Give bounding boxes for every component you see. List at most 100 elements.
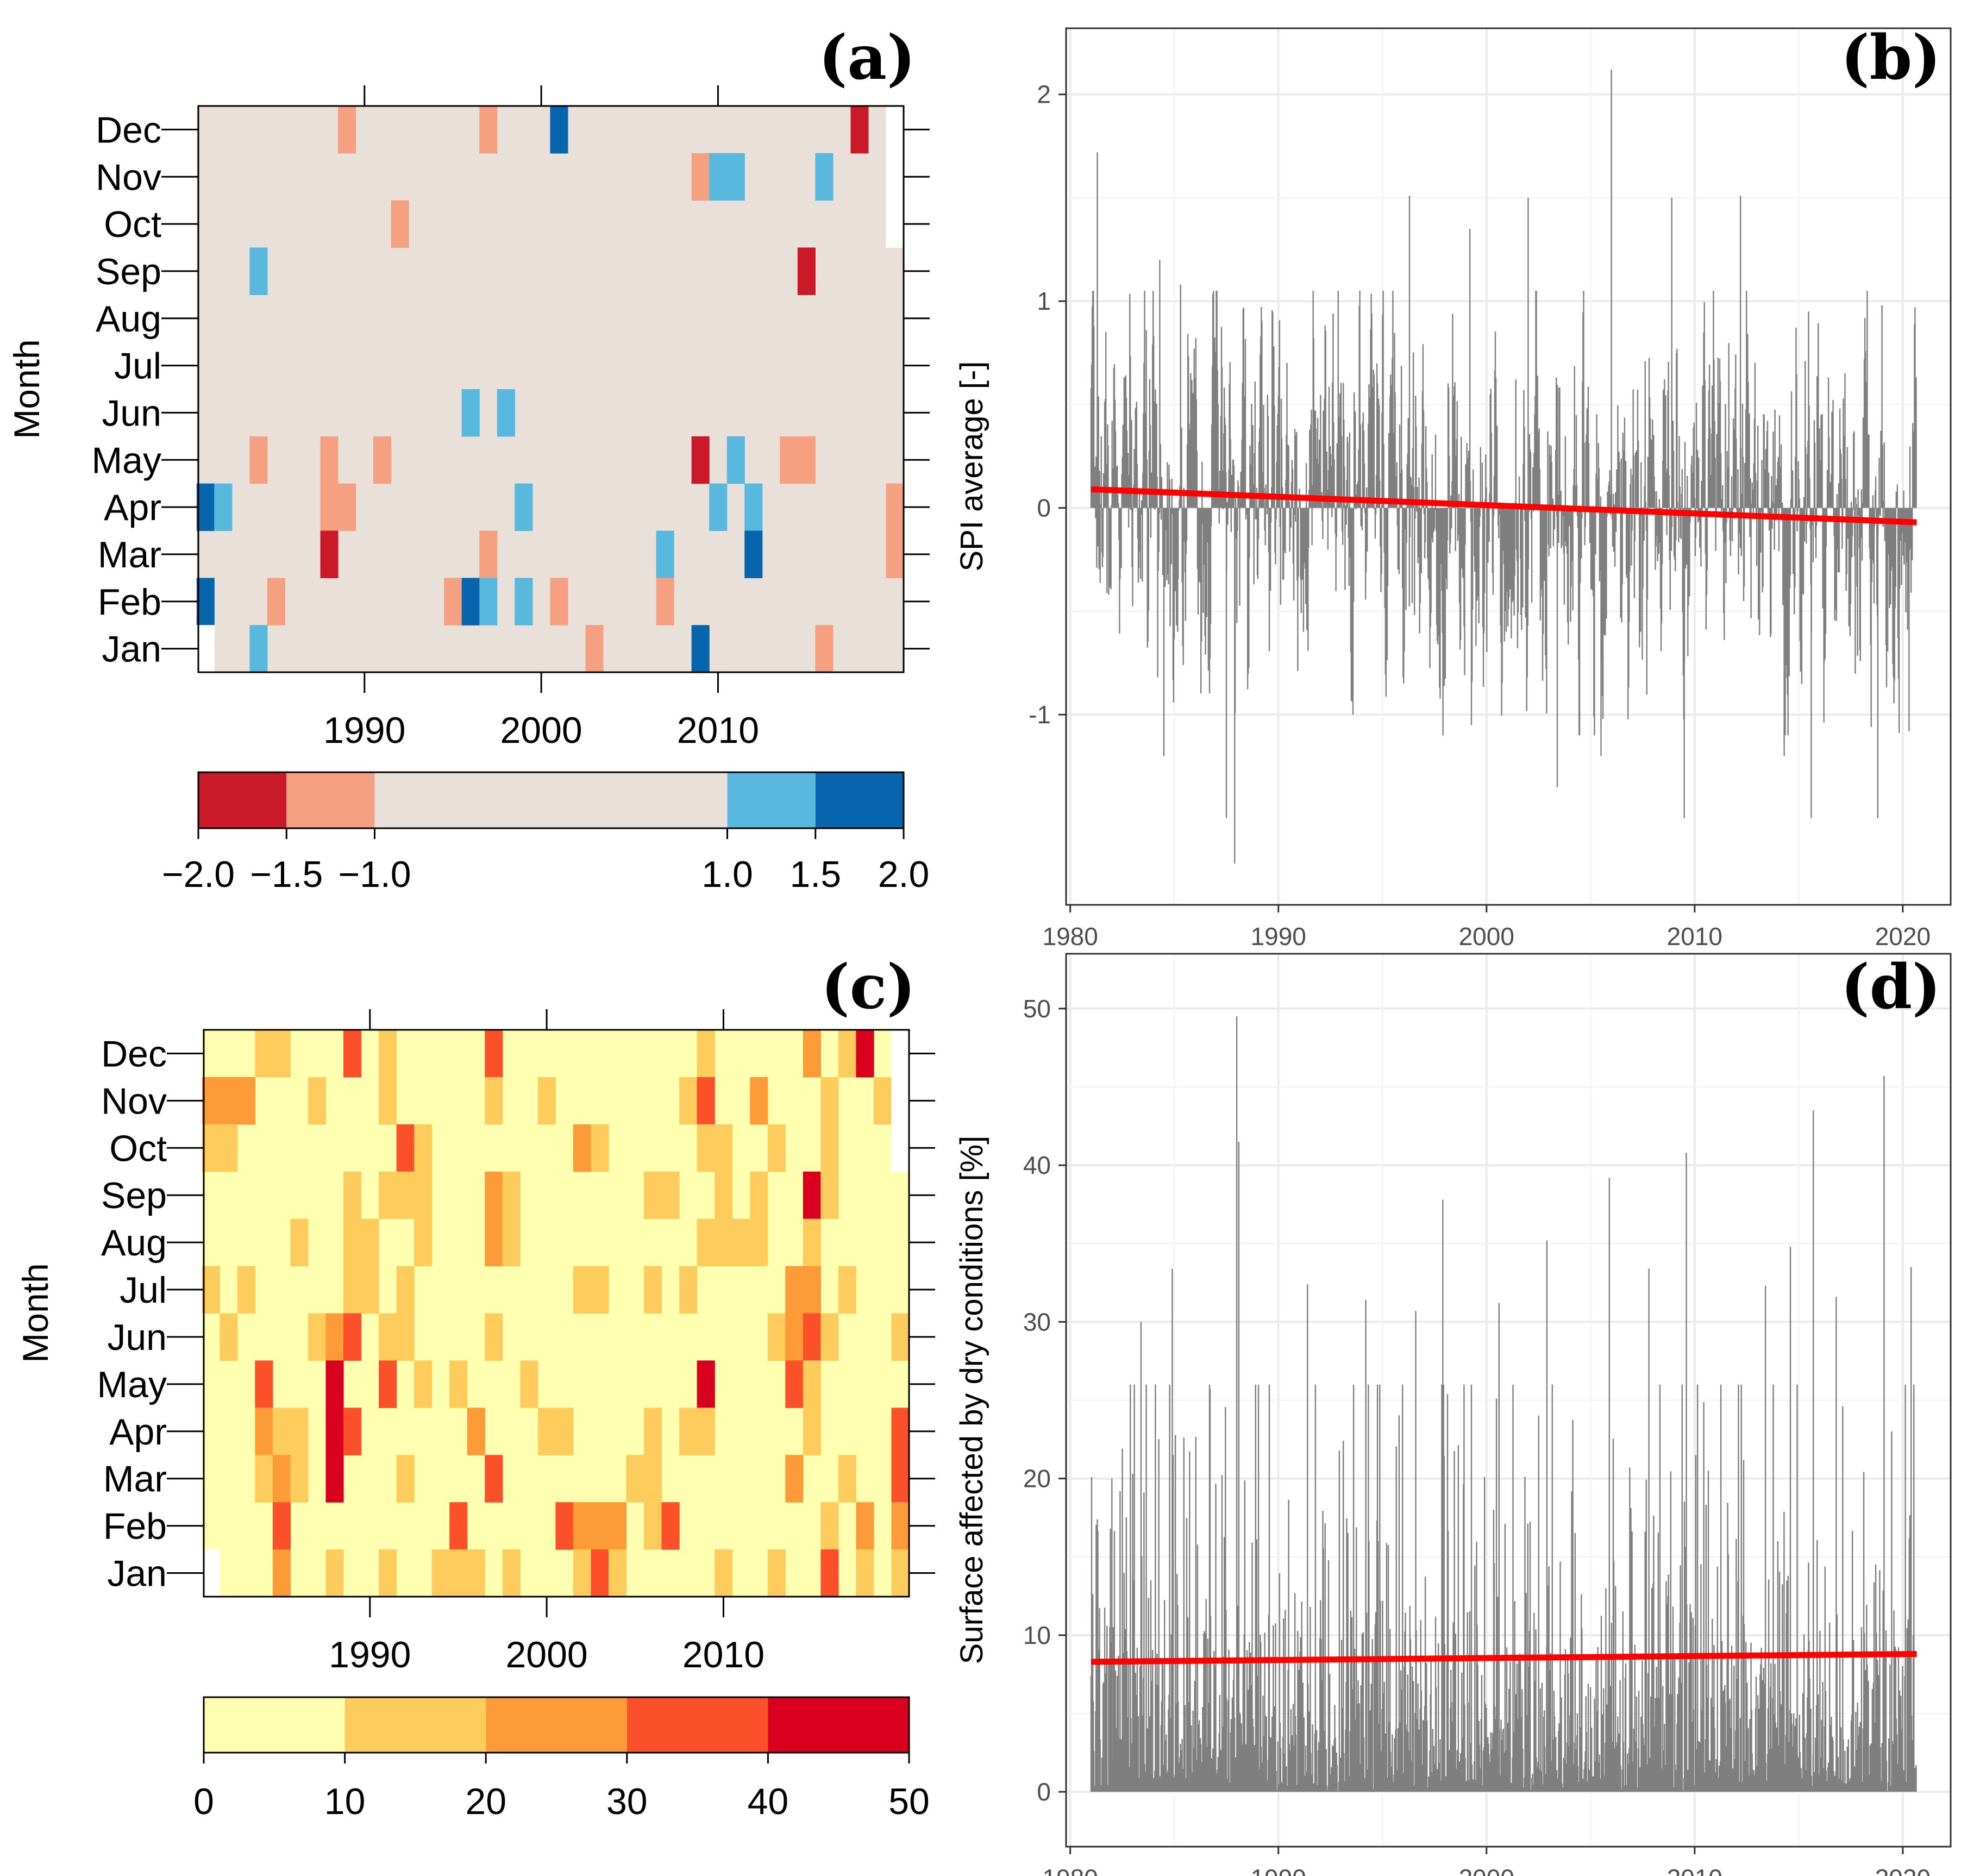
heatmap-cell-2017-mar (838, 1455, 857, 1503)
legend-tick-label: 0 (193, 1781, 214, 1822)
x-tick-label-2000: 2000 (500, 710, 582, 751)
heatmap-cell-1988-apr (325, 1408, 344, 1455)
heatmap-cell-2012-nov (750, 1077, 768, 1125)
panel-b-y-axis-label: SPI average [-] (954, 361, 989, 572)
legend-color-box-1 (344, 1697, 486, 1753)
heatmap-cell-1991-may (373, 436, 392, 484)
legend-color-box-3 (626, 1697, 768, 1753)
heatmap-cell-1989-dec (343, 1030, 362, 1078)
heatmap-cell-1982-jun (220, 1313, 238, 1361)
x-tick-label-2010: 2010 (677, 710, 759, 751)
heatmap-cell-2010-nov (709, 153, 728, 201)
y-tick-label-jun: Jun (107, 1317, 167, 1358)
panel-a-plot-frame (197, 105, 905, 673)
heatmap-cell-2016-jan (820, 1549, 839, 1597)
heatmap-cell-2001-feb (555, 1502, 574, 1550)
heatmap-cell-2008-apr (679, 1408, 698, 1455)
heatmap-cell-1984-sep (249, 247, 268, 295)
heatmap-cell-2007-sep (661, 1171, 680, 1220)
panel-b-trend-line (1091, 486, 1917, 526)
x-tick-label-1990: 1990 (323, 710, 405, 751)
panel-d-plot-frame (1065, 953, 1952, 1848)
heatmap-cell-2010-aug (715, 1218, 733, 1267)
y-tick-label-20: 20 (1023, 1465, 1051, 1493)
heatmap-cell-2016-jun (820, 1313, 839, 1361)
panel-a-spi-heatmap: Jan Feb Mar Apr May Jun Jul Aug Sep Oct Nov Dec 1990… (7, 22, 930, 895)
heatmap-cell-1997-feb (479, 578, 498, 626)
y-tick-label-apr: Apr (109, 1411, 167, 1453)
heatmap-cell-2020-jun (891, 1313, 910, 1361)
legend-tick-label: −1.0 (338, 854, 411, 895)
heatmap-cell-1998-jun (497, 389, 515, 437)
heatmap-cell-1999-apr (515, 483, 533, 531)
heatmap-cell-2009-may (697, 1360, 715, 1408)
x-tick-label-1980: 1980 (1042, 922, 1098, 950)
heatmap-cell-2000-apr (537, 1408, 556, 1455)
heatmap-cell-1996-feb (461, 578, 480, 626)
legend-tick-label: 40 (748, 1781, 789, 1822)
heatmap-cell-1982-oct (220, 1124, 238, 1172)
heatmap-cell-1996-jan (467, 1549, 485, 1597)
heatmap-cell-2002-jan (573, 1549, 592, 1597)
heatmap-cell-2011-may (726, 436, 745, 484)
heatmap-cell-2014-may (780, 436, 798, 484)
heatmap-cell-1993-sep (414, 1171, 433, 1220)
heatmap-cell-1987-jun (308, 1313, 327, 1361)
x-tick-label-1990: 1990 (329, 1634, 411, 1675)
heatmap-cell-1991-nov (379, 1077, 397, 1125)
heatmap-cell-2010-apr (709, 483, 728, 531)
panel-c-heatmap-cells (202, 1030, 910, 1597)
heatmap-cell-2006-apr (644, 1408, 662, 1455)
y-tick-label-sep: Sep (96, 251, 161, 292)
y-tick-label-nov: Nov (96, 157, 161, 198)
y-tick-label-jun: Jun (102, 392, 161, 434)
legend-color-box-1 (286, 772, 375, 828)
heatmap-cell-1984-jan (249, 625, 268, 673)
heatmap-cell-2015-may (797, 436, 816, 484)
panel-c-color-legend: 0 10 20 30 40 50 (193, 1696, 930, 1822)
y-tick-label--1: -1 (1029, 701, 1051, 729)
heatmap-cell-1991-dec (379, 1030, 397, 1078)
heatmap-cell-1982-apr (214, 483, 233, 531)
heatmap-missing-cell (891, 1030, 910, 1078)
heatmap-missing-cell (891, 1124, 910, 1172)
heatmap-cell-1988-mar (325, 1455, 344, 1503)
panel-d-label: (d) (1841, 952, 1941, 1023)
panel-a-label: (a) (818, 22, 916, 93)
heatmap-cell-1981-feb (196, 578, 215, 626)
heatmap-cell-2014-jun (785, 1313, 804, 1361)
heatmap-cell-1985-feb (272, 1502, 291, 1550)
heatmap-cell-1990-jul (361, 1266, 379, 1314)
heatmap-cell-2015-sep (797, 247, 816, 295)
y-tick-label-oct: Oct (104, 204, 161, 245)
panel-a-heatmap-cells (196, 106, 904, 673)
heatmap-cell-2006-feb (644, 1502, 662, 1550)
heatmap-cell-1993-oct (414, 1124, 433, 1172)
heatmap-cell-2013-oct (767, 1124, 786, 1172)
y-tick-label-0: 0 (1037, 494, 1051, 522)
legend-tick-label: 1.5 (790, 854, 841, 895)
heatmap-cell-2006-mar (644, 1455, 662, 1503)
heatmap-cell-1985-jan (272, 1549, 291, 1597)
heatmap-cell-1984-may (255, 1360, 273, 1408)
heatmap-cell-1991-jan (379, 1549, 397, 1597)
heatmap-cell-2010-sep (715, 1171, 733, 1220)
legend-color-box-0 (198, 772, 287, 828)
heatmap-cell-2012-sep (750, 1171, 768, 1220)
heatmap-cell-2009-nov (691, 153, 710, 201)
heatmap-cell-2003-oct (591, 1124, 609, 1172)
heatmap-cell-1996-apr (467, 1408, 485, 1455)
heatmap-cell-2016-jan (815, 625, 834, 673)
heatmap-cell-1981-nov (202, 1077, 220, 1125)
heatmap-cell-1984-may (249, 436, 268, 484)
heatmap-cell-1985-apr (272, 1408, 291, 1455)
heatmap-cell-2020-jan (891, 1549, 910, 1597)
heatmap-cell-2015-dec (803, 1030, 821, 1078)
y-tick-label-feb: Feb (103, 1506, 167, 1547)
heatmap-cell-1992-jul (396, 1266, 415, 1314)
heatmap-cell-2016-nov (820, 1077, 839, 1125)
y-tick-label-2: 2 (1037, 80, 1051, 109)
x-tick-label-2000: 2000 (1459, 922, 1514, 950)
legend-frame (197, 771, 905, 829)
heatmap-cell-2009-aug (697, 1218, 715, 1267)
